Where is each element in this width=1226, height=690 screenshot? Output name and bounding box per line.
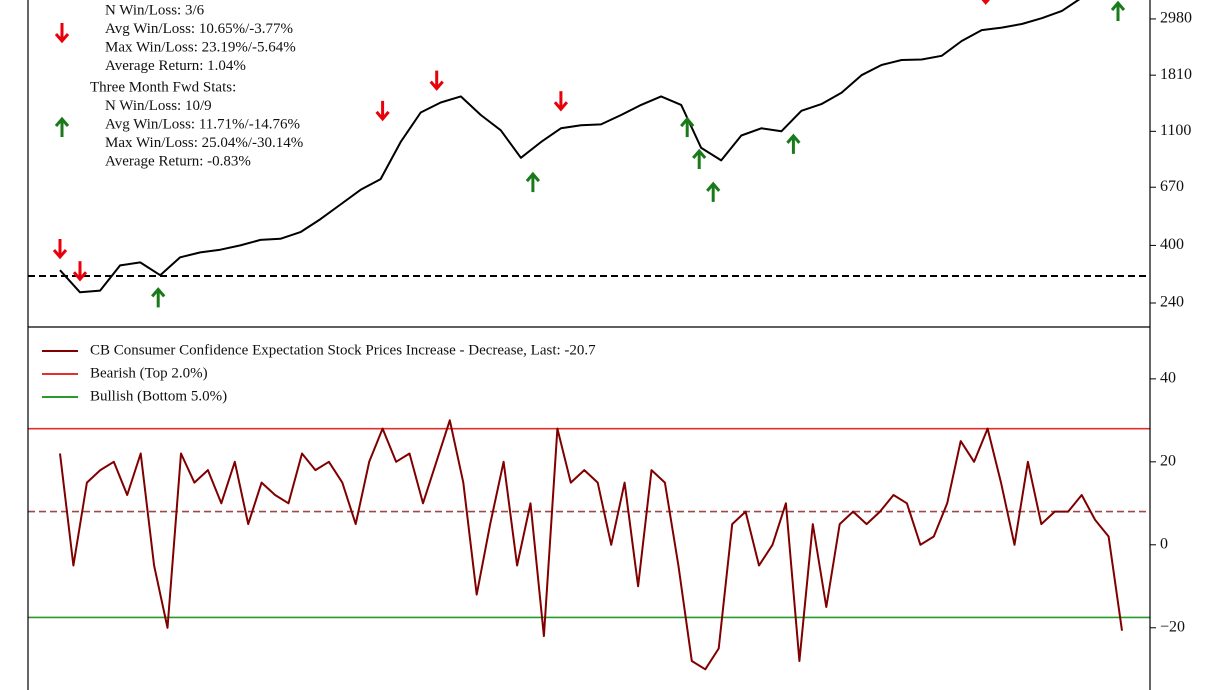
buy-arrow xyxy=(786,133,801,154)
arrow-head xyxy=(151,287,166,298)
annotation-line: Avg Win/Loss: 11.71%/-14.76% xyxy=(105,116,300,132)
arrow-head xyxy=(1110,0,1126,11)
annotation-line: Max Win/Loss: 23.19%/-5.64% xyxy=(105,39,296,55)
buy-arrow xyxy=(151,287,166,308)
y-tick-label: 400 xyxy=(1160,236,1184,253)
y-tick-label: −20 xyxy=(1160,618,1185,635)
sell-arrow xyxy=(429,70,444,91)
sell-arrow xyxy=(375,100,390,122)
buy-arrow xyxy=(1110,0,1126,21)
series-line xyxy=(59,419,1123,671)
arrow-head xyxy=(680,116,695,128)
arrow-head xyxy=(72,271,88,282)
arrow-head xyxy=(525,171,541,183)
buy-arrow xyxy=(692,148,707,169)
series-line xyxy=(59,0,1081,294)
arrow-head xyxy=(786,133,801,144)
plot-area xyxy=(28,419,1150,671)
legend-label: CB Consumer Confidence Expectation Stock… xyxy=(90,342,596,358)
icon-up xyxy=(54,116,70,137)
sell-arrow xyxy=(981,0,990,5)
y-tick-label: 2980 xyxy=(1160,10,1192,27)
arrow-head xyxy=(692,148,707,159)
arrow-head xyxy=(52,249,68,260)
legend-label: Bullish (Bottom 5.0%) xyxy=(90,388,227,404)
y-tick-label: 0 xyxy=(1160,535,1168,552)
legend-label: Bearish (Top 2.0%) xyxy=(90,365,208,381)
arrow-head xyxy=(429,80,444,91)
annotation-line: Avg Win/Loss: 10.65%/-3.77% xyxy=(105,21,293,37)
y-tick-label: 1810 xyxy=(1160,66,1192,83)
annotation-line: Average Return: -0.83% xyxy=(105,153,251,169)
y-tick-label: 1100 xyxy=(1160,122,1191,139)
annotation-line: Max Win/Loss: 25.04%/-30.14% xyxy=(105,135,303,151)
y-tick-label: 670 xyxy=(1160,178,1184,195)
buy-arrow xyxy=(706,181,721,202)
buy-arrow xyxy=(525,171,541,193)
sell-arrow xyxy=(553,91,569,112)
arrow-head xyxy=(553,101,569,112)
annotation-line: N Win/Loss: 10/9 xyxy=(105,98,212,114)
buy-arrow xyxy=(680,116,695,138)
annotation-heading: Three Month Fwd Stats: xyxy=(90,79,236,95)
y-tick-label: 20 xyxy=(1160,453,1176,470)
annotation-line: N Win/Loss: 3/6 xyxy=(105,2,205,18)
y-tick-label: 240 xyxy=(1160,294,1184,311)
y-tick-label: 40 xyxy=(1160,370,1176,387)
annotation-line: Average Return: 1.04% xyxy=(105,58,246,74)
sell-arrow xyxy=(72,261,88,282)
arrow-head xyxy=(375,110,390,122)
icon-down xyxy=(54,23,70,44)
plot-area xyxy=(28,0,1150,308)
arrow-head xyxy=(706,181,721,192)
arrow-head xyxy=(981,0,990,5)
sell-arrow xyxy=(52,239,68,260)
